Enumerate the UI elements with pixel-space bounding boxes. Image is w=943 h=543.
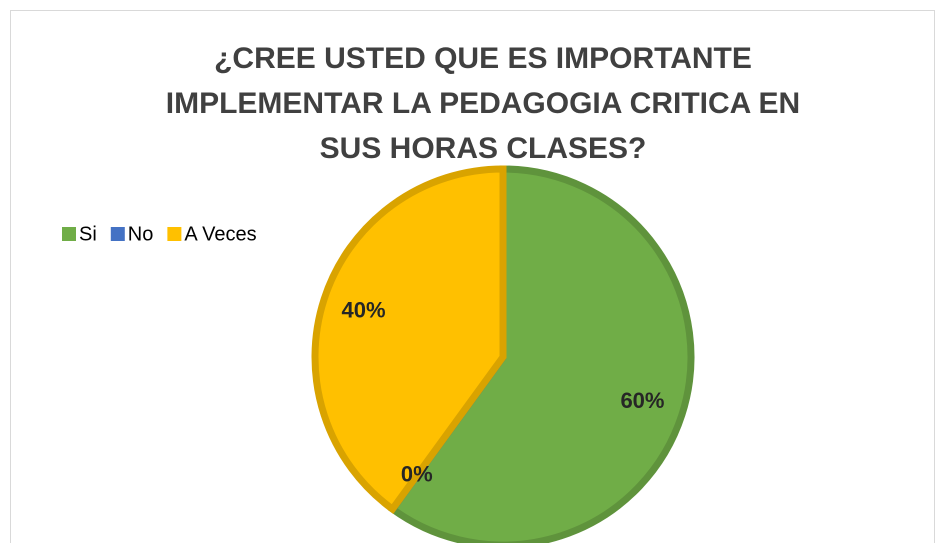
data-label: 0% bbox=[401, 461, 433, 486]
pie-slice bbox=[311, 165, 507, 514]
data-label: 40% bbox=[342, 297, 386, 322]
legend-swatch bbox=[167, 227, 182, 241]
legend-swatch bbox=[110, 227, 125, 241]
data-label: 60% bbox=[620, 388, 664, 413]
chart-title: IMPLEMENTAR LA PEDAGOGIA CRITICA EN bbox=[166, 87, 800, 120]
chart-title: SUS HORAS CLASES? bbox=[320, 132, 647, 165]
legend-label: A Veces bbox=[184, 223, 256, 245]
legend-swatch bbox=[62, 227, 76, 241]
legend-label: Si bbox=[79, 223, 97, 245]
chart-title: ¿CREE USTED QUE ES IMPORTANTE bbox=[214, 42, 752, 75]
pie-slice bbox=[387, 165, 695, 543]
legend-label: No bbox=[128, 223, 154, 245]
